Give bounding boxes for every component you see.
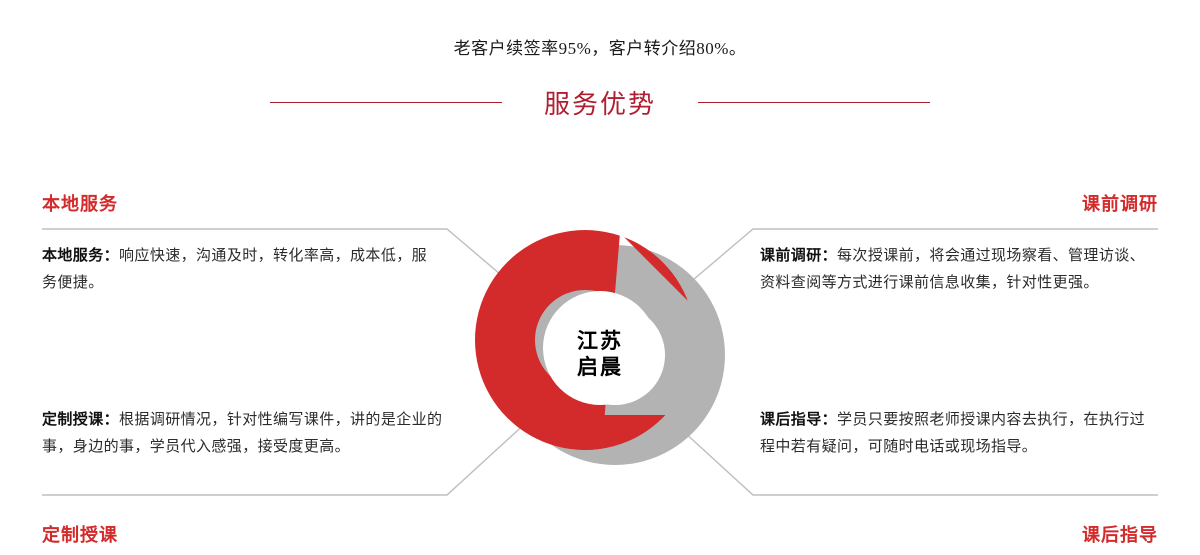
quadrant-text-bottom-right: 课后指导：学员只要按照老师授课内容去执行，在执行过程中若有疑问，可随时电话或现场…	[760, 406, 1158, 460]
heading-rule-right	[698, 101, 930, 103]
quadrant-heading-bottom-right: 课后指导：	[760, 411, 838, 428]
ring-center-line-1: 江苏	[577, 330, 623, 353]
interlocking-rings-graphic: 江苏 启晨	[460, 215, 740, 495]
quadrant-body-bottom-left: 根据调研情况，针对性编写课件，讲的是企业的事，身边的事，学员代入感强，接受度更高…	[42, 411, 443, 455]
rings-svg	[474, 230, 725, 465]
ring-core	[543, 291, 657, 405]
ring-red	[474, 230, 695, 450]
quadrant-heading-top-right: 课前调研：	[760, 247, 838, 264]
section-heading: 服务优势	[0, 80, 1200, 124]
quadrant-label-top-left: 本地服务	[42, 194, 118, 214]
heading-rule-left	[269, 101, 502, 103]
quadrant-label-bottom-right: 课后指导	[1082, 525, 1158, 545]
quadrant-label-bottom-left: 定制授课	[42, 525, 118, 545]
quadrant-body-bottom-right: 学员只要按照老师授课内容去执行，在执行过程中若有疑问，可随时电话或现场指导。	[760, 411, 1146, 455]
quadrant-heading-bottom-left: 定制授课：	[42, 411, 120, 428]
quadrant-text-top-right: 课前调研：每次授课前，将会通过现场察看、管理访谈、资料查阅等方式进行课前信息收集…	[760, 242, 1158, 296]
quadrant-label-top-right: 课前调研	[1082, 194, 1158, 214]
quadrant-text-top-left: 本地服务：响应快速，沟通及时，转化率高，成本低，服务便捷。	[42, 242, 442, 296]
quadrant-text-bottom-left: 定制授课：根据调研情况，针对性编写课件，讲的是企业的事，身边的事，学员代入感强，…	[42, 406, 450, 460]
page-tagline: 老客户续签率95%，客户转介绍80%。	[453, 39, 747, 58]
quadrant-heading-top-left: 本地服务：	[42, 247, 120, 264]
quadrant-body-top-left: 响应快速，沟通及时，转化率高，成本低，服务便捷。	[42, 247, 428, 291]
page-title: 服务优势	[543, 88, 656, 119]
ring-center-line-2: 启晨	[577, 356, 623, 379]
ring-center-label: 江苏 启晨	[460, 215, 740, 495]
quadrant-body-top-right: 每次授课前，将会通过现场察看、管理访谈、资料查阅等方式进行课前信息收集，针对性更…	[760, 247, 1146, 291]
